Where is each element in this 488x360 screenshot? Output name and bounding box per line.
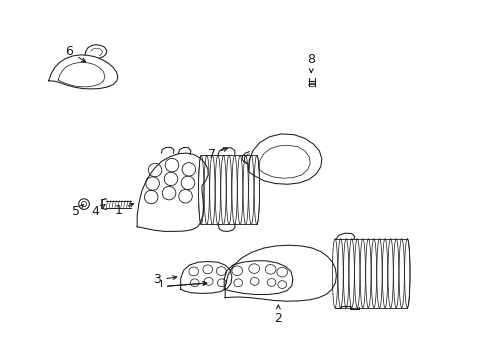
Text: 8: 8 bbox=[306, 53, 315, 72]
Text: 3: 3 bbox=[153, 274, 177, 287]
Text: 2: 2 bbox=[274, 305, 282, 325]
Text: 6: 6 bbox=[65, 45, 85, 62]
Text: 5: 5 bbox=[72, 205, 83, 218]
Text: 4: 4 bbox=[91, 205, 105, 218]
Text: 1: 1 bbox=[115, 203, 133, 217]
Text: 7: 7 bbox=[207, 148, 227, 161]
